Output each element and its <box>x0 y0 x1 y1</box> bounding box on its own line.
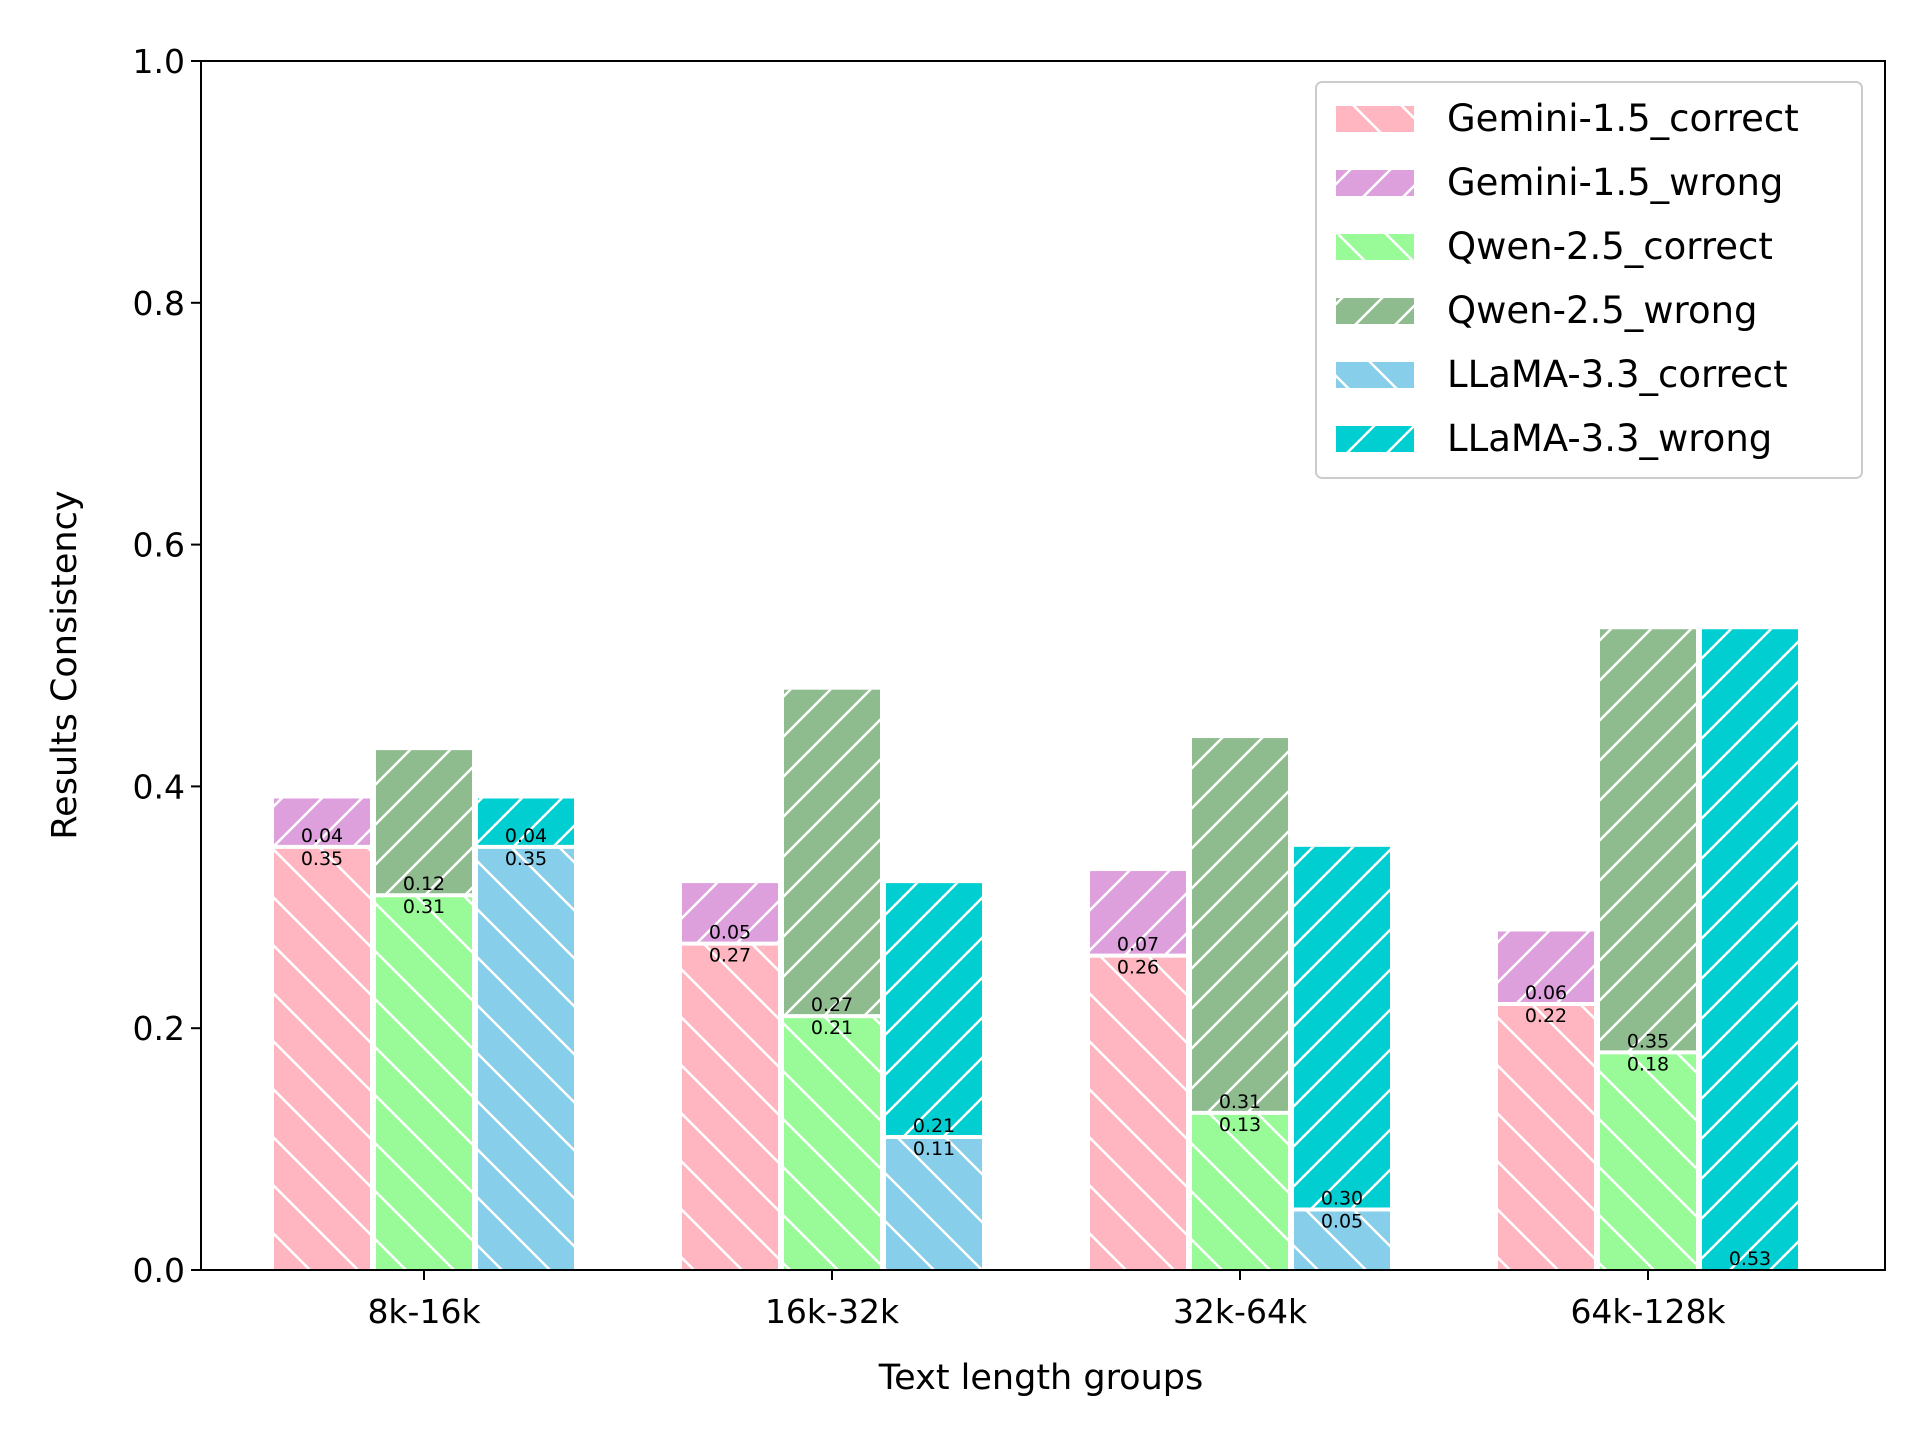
bar-label-Gemini-1.5_correct-8k-16k: 0.35 <box>301 848 343 870</box>
bar-Gemini-1.5_correct-16k-32k <box>682 943 778 1270</box>
bar-Gemini-1.5_wrong-64k-128k <box>1498 931 1594 1005</box>
legend-swatch <box>1336 362 1414 388</box>
legend-swatch <box>1336 170 1414 196</box>
legend-label: Qwen-2.5_wrong <box>1447 289 1758 332</box>
legend-entry-Gemini-1.5_wrong: Gemini-1.5_wrong <box>1336 161 1783 204</box>
legend-swatch <box>1336 234 1414 260</box>
bar-LLaMA-3.3_wrong-64k-128k <box>1702 629 1798 1270</box>
legend-label: Gemini-1.5_correct <box>1447 97 1799 140</box>
bar-Gemini-1.5_correct-32k-64k <box>1090 955 1186 1270</box>
legend-entry-Qwen-2.5_wrong: Qwen-2.5_wrong <box>1336 289 1758 332</box>
legend-frame <box>1315 81 1863 479</box>
bar-LLaMA-3.3_correct-8k-16k <box>478 846 574 1270</box>
bar-label-Gemini-1.5_wrong-16k-32k: 0.05 <box>709 922 751 944</box>
bar-label-Qwen-2.5_wrong-16k-32k: 0.27 <box>811 994 853 1016</box>
bar-label-LLaMA-3.3_wrong-16k-32k: 0.21 <box>913 1115 955 1137</box>
bar-Gemini-1.5_correct-8k-16k <box>274 846 370 1270</box>
bar-Qwen-2.5_wrong-64k-128k <box>1600 629 1696 1053</box>
bar-label-Qwen-2.5_correct-64k-128k: 0.18 <box>1627 1053 1669 1075</box>
y-tick-label: 0.8 <box>133 284 185 323</box>
bar-label-Qwen-2.5_correct-32k-64k: 0.13 <box>1219 1114 1261 1136</box>
bar-label-Gemini-1.5_wrong-64k-128k: 0.06 <box>1525 982 1567 1004</box>
legend-label: Qwen-2.5_correct <box>1447 225 1773 268</box>
y-tick-label: 0.6 <box>133 526 185 565</box>
legend-entry-Gemini-1.5_correct: Gemini-1.5_correct <box>1336 97 1799 140</box>
y-tick-label: 0.0 <box>133 1251 185 1290</box>
bars-layer <box>274 629 1798 1270</box>
y-tick-label: 1.0 <box>133 42 185 81</box>
x-tick-label: 8k-16k <box>367 1292 481 1331</box>
bar-Gemini-1.5_wrong-16k-32k <box>682 883 778 944</box>
x-tick-label: 32k-64k <box>1173 1292 1308 1331</box>
legend-swatch <box>1336 298 1414 324</box>
bar-label-Qwen-2.5_wrong-32k-64k: 0.31 <box>1219 1091 1261 1113</box>
bar-label-Qwen-2.5_correct-8k-16k: 0.31 <box>403 896 445 918</box>
bar-label-LLaMA-3.3_wrong-32k-64k: 0.30 <box>1321 1188 1363 1210</box>
bar-Qwen-2.5_correct-32k-64k <box>1192 1112 1288 1270</box>
bar-label-Qwen-2.5_correct-16k-32k: 0.21 <box>811 1017 853 1039</box>
bar-label-Gemini-1.5_correct-16k-32k: 0.27 <box>709 945 751 967</box>
bar-Qwen-2.5_wrong-32k-64k <box>1192 738 1288 1113</box>
bar-label-Gemini-1.5_wrong-32k-64k: 0.07 <box>1117 934 1159 956</box>
bar-label-Gemini-1.5_correct-64k-128k: 0.22 <box>1525 1005 1567 1027</box>
y-axis: 0.0 0.2 0.4 0.6 0.8 1.0 <box>133 42 201 1290</box>
bar-LLaMA-3.3_wrong-32k-64k <box>1294 846 1390 1210</box>
bar-label-LLaMA-3.3_wrong-64k-128k: 0.53 <box>1729 1248 1771 1270</box>
legend-entry-Qwen-2.5_correct: Qwen-2.5_correct <box>1336 225 1773 268</box>
legend-label: LLaMA-3.3_correct <box>1447 353 1788 396</box>
x-axis-label: Text length groups <box>878 1358 1204 1398</box>
bar-LLaMA-3.3_correct-32k-64k <box>1294 1209 1390 1270</box>
bar-label-Gemini-1.5_wrong-8k-16k: 0.04 <box>301 825 343 847</box>
bar-LLaMA-3.3_wrong-8k-16k <box>478 798 574 847</box>
bar-label-LLaMA-3.3_correct-8k-16k: 0.35 <box>505 848 547 870</box>
bar-Qwen-2.5_correct-8k-16k <box>376 895 472 1270</box>
x-tick-label: 64k-128k <box>1570 1292 1726 1331</box>
bar-label-Qwen-2.5_wrong-8k-16k: 0.12 <box>403 873 445 895</box>
legend: Gemini-1.5_correct Gemini-1.5_wrong Qwen-2… <box>1315 81 1863 479</box>
legend-label: LLaMA-3.3_wrong <box>1447 417 1772 460</box>
bar-label-Gemini-1.5_correct-32k-64k: 0.26 <box>1117 957 1159 979</box>
bar-Qwen-2.5_wrong-16k-32k <box>784 689 880 1017</box>
y-axis-label: Results Consistency <box>45 490 85 839</box>
bar-LLaMA-3.3_correct-16k-32k <box>886 1137 982 1270</box>
bar-label-LLaMA-3.3_wrong-8k-16k: 0.04 <box>505 825 547 847</box>
bar-Qwen-2.5_wrong-8k-16k <box>376 750 472 896</box>
legend-entry-LLaMA-3.3_wrong: LLaMA-3.3_wrong <box>1336 417 1772 460</box>
y-tick-label: 0.4 <box>133 767 185 806</box>
legend-label: Gemini-1.5_wrong <box>1447 161 1783 204</box>
legend-swatch <box>1336 106 1414 132</box>
bar-Qwen-2.5_correct-64k-128k <box>1600 1052 1696 1270</box>
x-tick-label: 16k-32k <box>765 1292 900 1331</box>
bar-Gemini-1.5_wrong-8k-16k <box>274 798 370 847</box>
bar-value-labels: 0.040.350.050.27 0.070.260.060.220.120.31… <box>301 825 1771 1270</box>
bar-label-LLaMA-3.3_correct-32k-64k: 0.05 <box>1321 1211 1363 1233</box>
legend-swatch <box>1336 426 1414 452</box>
bar-label-LLaMA-3.3_correct-16k-32k: 0.11 <box>913 1138 955 1160</box>
x-axis: 8k-16k 16k-32k 32k-64k 64k-128k <box>367 1270 1726 1331</box>
plot-frame <box>200 60 1886 1271</box>
bar-Qwen-2.5_correct-16k-32k <box>784 1016 880 1270</box>
bar-LLaMA-3.3_wrong-16k-32k <box>886 883 982 1138</box>
bar-label-Qwen-2.5_wrong-64k-128k: 0.35 <box>1627 1030 1669 1052</box>
legend-entry-LLaMA-3.3_correct: LLaMA-3.3_correct <box>1336 353 1788 396</box>
bar-Gemini-1.5_wrong-32k-64k <box>1090 871 1186 956</box>
y-tick-label: 0.2 <box>133 1009 185 1048</box>
bar-Gemini-1.5_correct-64k-128k <box>1498 1004 1594 1270</box>
